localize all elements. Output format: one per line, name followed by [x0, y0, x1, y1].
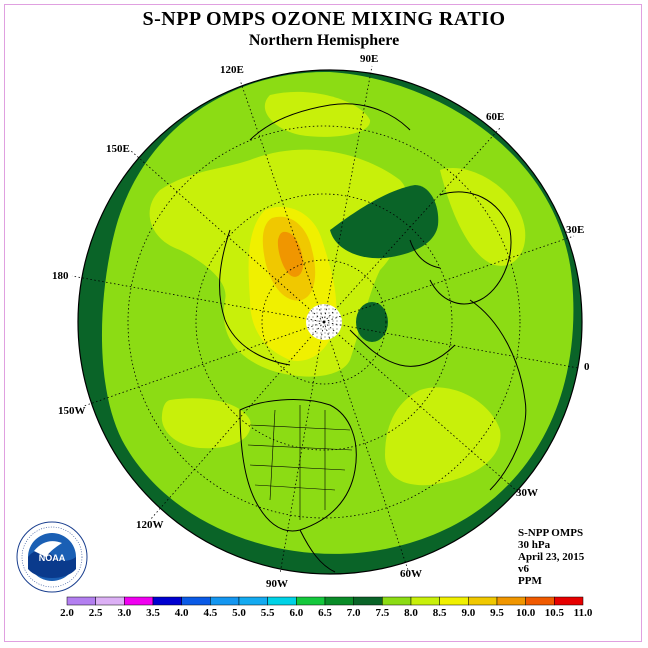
lon-label-90e: 90E: [360, 53, 378, 65]
colorbar-tick-label: 6.5: [318, 607, 332, 619]
page-title: S-NPP OMPS OZONE MIXING RATIO: [142, 8, 506, 30]
ozone-field-low: [356, 302, 388, 342]
colorbar-tick-label: 5.5: [260, 607, 275, 619]
colorbar-tick-label: 6.0: [289, 607, 304, 619]
colorbar-tick-label: 10.5: [544, 607, 564, 619]
colorbar-swatch: [181, 596, 211, 606]
colorbar-tick-label: 4.5: [203, 607, 218, 619]
colorbar-tick-label: 3.5: [146, 607, 160, 619]
info-instrument: S-NPP OMPS: [518, 527, 584, 539]
ozone-field-low: [330, 185, 439, 259]
colorbar-swatch: [410, 596, 440, 606]
graticule: [71, 65, 579, 575]
colorbar-tick-label: 4.0: [174, 607, 189, 619]
colorbar-swatch: [267, 596, 297, 606]
colorbar-swatch: [382, 596, 412, 606]
info-level: 30 hPa: [518, 539, 551, 551]
colorbar-swatch: [353, 596, 383, 606]
lon-label-150w: 150W: [58, 405, 86, 417]
colorbar-swatch: [152, 596, 182, 606]
lon-label-150e: 150E: [106, 143, 130, 155]
colorbar-tick-label: 8.0: [404, 607, 418, 619]
colorbar-tick-label: 8.5: [432, 607, 447, 619]
colorbar-swatch: [439, 596, 469, 606]
lon-label-120w: 120W: [136, 519, 164, 531]
colorbar-tick-label: 7.5: [375, 607, 390, 619]
colorbar-swatch: [324, 596, 354, 606]
map-boundary: [77, 69, 583, 575]
lon-label-90w: 90W: [266, 578, 288, 590]
colorbar-swatch: [468, 596, 498, 606]
colorbar-tick-label: 9.0: [461, 607, 476, 619]
info-date: April 23, 2015: [518, 551, 585, 563]
colorbar-swatch: [496, 596, 526, 606]
coastlines: [219, 103, 527, 573]
colorbar-swatch: [525, 596, 555, 606]
lon-label-0: 0: [584, 361, 590, 373]
colorbar-tick-label: 7.0: [346, 607, 361, 619]
lon-label-60w: 60W: [400, 568, 422, 580]
noaa-logo: NOAA: [16, 521, 88, 593]
image-frame: [4, 4, 642, 642]
colorbar-swatch: [66, 596, 96, 606]
noaa-logo-text: NOAA: [39, 553, 66, 563]
lon-label-120e: 120E: [220, 64, 244, 76]
colorbar-tick-label: 3.0: [117, 607, 132, 619]
page-subtitle: Northern Hemisphere: [248, 32, 400, 49]
lon-label-30w: 30W: [516, 487, 538, 499]
ozone-field-high: [440, 168, 526, 266]
colorbar-swatch: [296, 596, 326, 606]
plot-info: S-NPP OMPS 30 hPa April 23, 2015 v6 PPM: [518, 527, 584, 587]
colorbar-swatch: [95, 596, 125, 606]
colorbar-swatch: [554, 596, 584, 606]
colorbar-tick-label: 10.0: [516, 607, 536, 619]
ozone-field-high: [264, 91, 371, 137]
ozone-field-high: [161, 398, 251, 449]
lon-label-30e: 30E: [566, 224, 584, 236]
colorbar-tick-label: 9.5: [490, 607, 504, 619]
colorbar-tick-label: 2.0: [60, 607, 74, 619]
colorbar: [66, 596, 584, 606]
colorbar-swatch: [238, 596, 268, 606]
colorbar-tick-label: 2.5: [88, 607, 103, 619]
ozone-field-max: [277, 231, 304, 277]
colorbar-swatch: [124, 596, 154, 606]
lon-label-180: 180: [52, 270, 69, 282]
info-units: PPM: [518, 575, 542, 587]
colorbar-tick-label: 5.0: [232, 607, 246, 619]
colorbar-tick-label: 11.0: [573, 607, 593, 619]
colorbar-swatch: [210, 596, 240, 606]
info-version: v6: [518, 563, 529, 575]
lon-label-60e: 60E: [486, 111, 504, 123]
ozone-field-high: [385, 387, 501, 486]
